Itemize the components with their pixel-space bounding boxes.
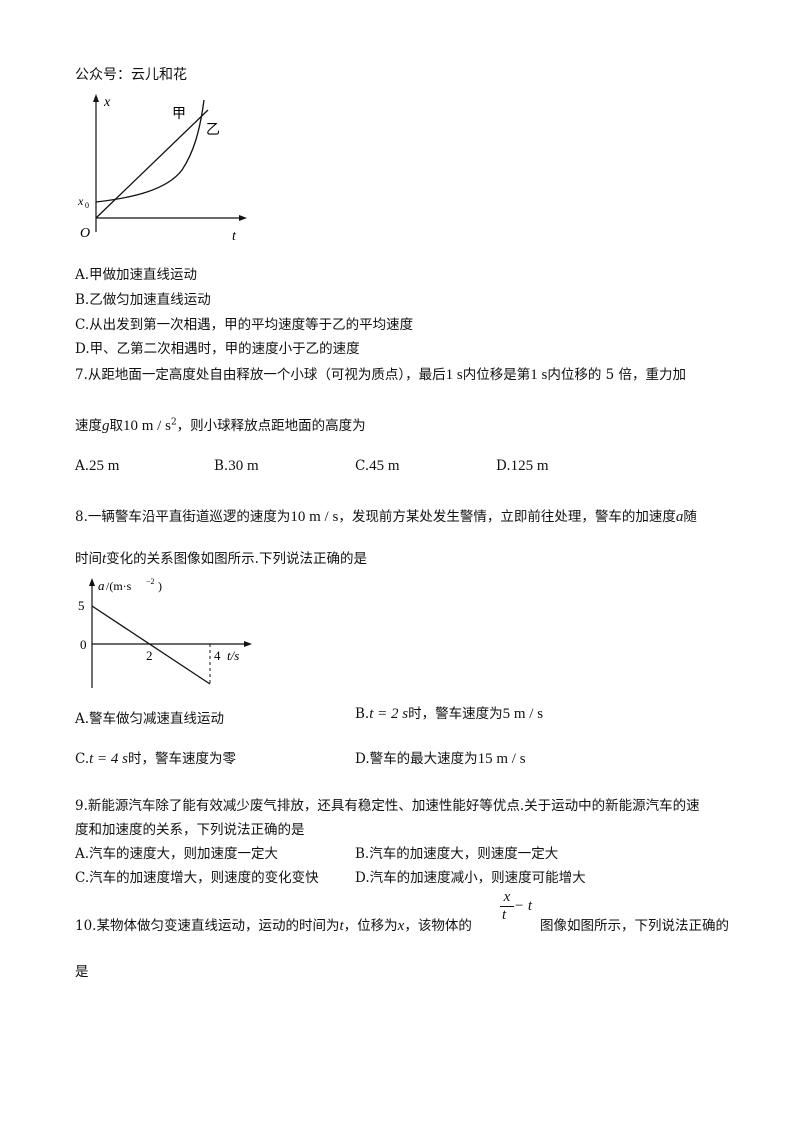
- q7-option-d: D.125 m: [496, 458, 549, 474]
- q7-option-a: A.25 m: [75, 458, 120, 474]
- q9-option-b: B.汽车的加速度大，则速度一定大: [355, 846, 559, 862]
- q10-stem-line1-tail: 图像如图所示，下列说法正确的: [540, 918, 729, 934]
- q10-fraction: x t − t: [496, 888, 532, 925]
- q9-stem-line1: 9.新能源汽车除了能有效减少废气排放，还具有稳定性、加速性能好等优点.关于运动中…: [75, 798, 700, 814]
- y-axis-label: x: [103, 95, 111, 110]
- curve-jia: [95, 109, 209, 219]
- x-axis-arrow: [239, 215, 247, 221]
- q8-option-d: D.警车的最大速度为15 m / s: [355, 751, 526, 767]
- q9-option-c: C.汽车的加速度增大，则速度的变化变快: [75, 870, 319, 886]
- fraction-denominator: t: [502, 907, 507, 923]
- figure-at-graph: a /(m·s −2 ) 5 0 2 4 t/s: [78, 577, 252, 688]
- page-header: 公众号：云儿和花: [75, 67, 187, 83]
- q7-option-c: C.45 m: [355, 458, 400, 474]
- curve-yi-label: 乙: [206, 122, 220, 138]
- a-value-5: 5: [78, 598, 85, 613]
- curve-yi: [95, 99, 205, 203]
- q9-option-a: A.汽车的速度大，则加速度一定大: [75, 846, 279, 862]
- t-axis-arrow: [244, 641, 252, 647]
- q7-option-b: B.30 m: [214, 458, 259, 474]
- q8-stem-line1: 8.一辆警车沿平直街道巡逻的速度为10 m / s，发现前方某处发生警情，立即前…: [75, 509, 697, 525]
- a-axis-close: ): [158, 579, 162, 593]
- y-axis-arrow: [93, 94, 99, 102]
- a-axis-exp: −2: [146, 577, 155, 586]
- q8-option-b: B.t = 2 s时，警车速度为5 m / s: [355, 706, 544, 722]
- curve-jia-label: 甲: [172, 107, 186, 122]
- q8-option-c: C.t = 4 s时，警车速度为零: [75, 751, 237, 767]
- figure-xt-graph: x t O x 0 甲 乙: [77, 94, 247, 244]
- origin-label: O: [80, 226, 90, 241]
- q6-option-a: A.甲做加速直线运动: [75, 267, 198, 283]
- t-tick-2: 2: [146, 648, 153, 663]
- q10-stem-line2: 是: [75, 964, 89, 980]
- q7-stem-line2: 速度g取10 m / s2，则小球释放点距地面的高度为: [75, 417, 366, 435]
- a-axis-arrow: [89, 578, 95, 586]
- q8-stem-line2: 时间t变化的关系图像如图所示.下列说法正确的是: [75, 551, 367, 567]
- x-axis-label: t: [232, 229, 237, 244]
- q8-option-a: A.警车做匀减速直线运动: [75, 711, 225, 727]
- a-axis-var: a: [98, 578, 105, 593]
- q6-option-d: D.甲、乙第二次相遇时，甲的速度小于乙的速度: [75, 341, 360, 357]
- a-axis-unit: /(m·s: [106, 579, 132, 593]
- zero-label: 0: [80, 637, 87, 652]
- x0-subscript: 0: [85, 201, 89, 210]
- q10-stem-line1: 10.某物体做匀变速直线运动，运动的时间为t，位移为x，该物体的: [75, 918, 472, 934]
- t-tick-4: 4: [214, 648, 221, 663]
- q6-option-c: C.从出发到第一次相遇，甲的平均速度等于乙的平均速度: [75, 317, 414, 333]
- q9-option-d: D.汽车的加速度减小，则速度可能增大: [355, 870, 586, 886]
- q9-stem-line2: 度和加速度的关系，下列说法正确的是: [75, 822, 305, 838]
- q6-option-b: B.乙做匀加速直线运动: [75, 292, 211, 308]
- fraction-tail: − t: [514, 898, 533, 914]
- fraction-numerator: x: [500, 888, 514, 907]
- q7-stem-line1: 7.从距地面一定高度处自由释放一个小球（可视为质点），最后1 s内位移是第1 s…: [75, 367, 686, 383]
- a-t-line: [91, 605, 211, 685]
- t-axis-label: t/s: [227, 648, 239, 663]
- x0-label: x: [77, 194, 84, 208]
